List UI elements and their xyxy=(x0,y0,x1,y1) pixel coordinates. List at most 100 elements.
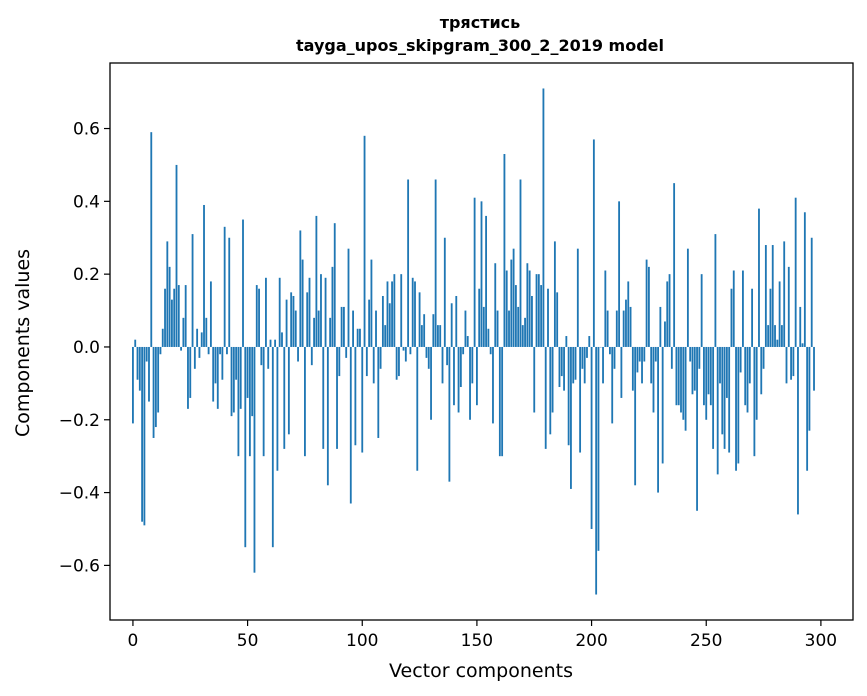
x-ticks: 0 50 100 150 200 250 300 xyxy=(128,620,837,651)
bar-205 xyxy=(602,346,604,384)
bar-117 xyxy=(400,274,403,347)
bar-256 xyxy=(719,346,721,384)
bar-264 xyxy=(737,346,740,464)
bar-113 xyxy=(391,281,393,347)
bar-124 xyxy=(416,346,419,471)
chart-subtitle: tayga_upos_skipgram_300_2_2019 model xyxy=(296,36,664,55)
bar-196 xyxy=(581,346,584,369)
bar-38 xyxy=(219,346,221,355)
bar-189 xyxy=(565,336,568,347)
bar-109 xyxy=(381,295,384,347)
bar-276 xyxy=(764,245,767,347)
x-tick-label-150: 150 xyxy=(461,631,493,651)
bar-140 xyxy=(453,346,455,406)
bar-273 xyxy=(758,208,760,347)
bars-group xyxy=(132,88,815,595)
bar-200 xyxy=(590,346,593,529)
bar-244 xyxy=(691,346,694,395)
bar-270 xyxy=(751,288,754,347)
bar-208 xyxy=(609,346,611,355)
bar-110 xyxy=(384,325,387,347)
bar-46 xyxy=(237,346,240,457)
bar-266 xyxy=(742,270,744,347)
bar-62 xyxy=(274,339,277,347)
bar-112 xyxy=(388,303,391,347)
bar-246 xyxy=(696,346,698,511)
bar-33 xyxy=(207,346,210,355)
bar-155 xyxy=(487,328,490,347)
bar-106 xyxy=(375,310,377,347)
bar-275 xyxy=(762,346,765,369)
bar-231 xyxy=(661,346,664,464)
bar-60 xyxy=(269,339,272,347)
bar-240 xyxy=(682,346,685,420)
bar-285 xyxy=(785,346,788,384)
bar-7 xyxy=(148,346,150,402)
bar-144 xyxy=(462,346,465,355)
bar-119 xyxy=(404,346,407,362)
bar-81 xyxy=(317,310,320,347)
bar-255 xyxy=(716,346,719,475)
bar-148 xyxy=(471,346,474,384)
bar-212 xyxy=(618,201,621,347)
bar-101 xyxy=(363,135,366,347)
bar-44 xyxy=(232,346,235,413)
bar-225 xyxy=(647,266,650,347)
bar-85 xyxy=(326,346,329,486)
bar-259 xyxy=(725,346,728,398)
bar-179 xyxy=(542,88,545,347)
x-tick-label-100: 100 xyxy=(346,631,378,651)
bar-170 xyxy=(521,325,524,347)
bar-154 xyxy=(485,215,487,347)
bar-239 xyxy=(680,346,682,413)
bar-229 xyxy=(657,346,659,493)
bar-233 xyxy=(666,281,669,347)
bar-167 xyxy=(514,285,517,347)
bar-150 xyxy=(476,346,478,406)
bar-11 xyxy=(157,346,160,413)
bar-241 xyxy=(684,346,687,431)
bar-3 xyxy=(138,346,141,391)
bar-93 xyxy=(345,346,348,358)
bar-220 xyxy=(636,346,639,373)
bar-14 xyxy=(164,288,166,347)
bar-274 xyxy=(760,346,763,395)
bar-209 xyxy=(611,346,614,424)
bar-61 xyxy=(271,346,274,548)
bar-15 xyxy=(166,241,169,347)
bar-50 xyxy=(246,346,249,398)
bar-100 xyxy=(361,346,364,453)
bar-111 xyxy=(386,281,389,347)
bar-13 xyxy=(161,328,164,347)
bar-163 xyxy=(505,270,508,347)
bar-29 xyxy=(198,346,201,358)
bar-28 xyxy=(196,328,199,347)
bar-230 xyxy=(659,306,662,347)
bar-236 xyxy=(673,183,676,347)
bar-271 xyxy=(753,346,756,457)
x-tick-label-50: 50 xyxy=(237,631,259,651)
bar-67 xyxy=(285,299,288,347)
bar-133 xyxy=(437,325,439,347)
bar-210 xyxy=(613,346,616,369)
bar-253 xyxy=(712,346,715,449)
bar-267 xyxy=(744,346,747,406)
bar-127 xyxy=(423,314,426,347)
bar-238 xyxy=(677,346,680,406)
bar-294 xyxy=(806,346,809,471)
bar-146 xyxy=(466,336,469,347)
bar-103 xyxy=(368,299,371,347)
bar-98 xyxy=(356,328,359,347)
bar-192 xyxy=(572,346,575,384)
plot-frame xyxy=(109,62,854,621)
bar-17 xyxy=(171,299,173,347)
bar-159 xyxy=(496,310,499,347)
bar-242 xyxy=(686,248,689,347)
x-tick-label-0: 0 xyxy=(128,631,139,651)
bar-58 xyxy=(265,277,267,347)
bar-5 xyxy=(143,346,146,526)
x-tick-label-300: 300 xyxy=(805,631,837,651)
bar-97 xyxy=(354,346,357,446)
bar-131 xyxy=(432,314,435,347)
chart-title: трястись xyxy=(440,13,521,32)
